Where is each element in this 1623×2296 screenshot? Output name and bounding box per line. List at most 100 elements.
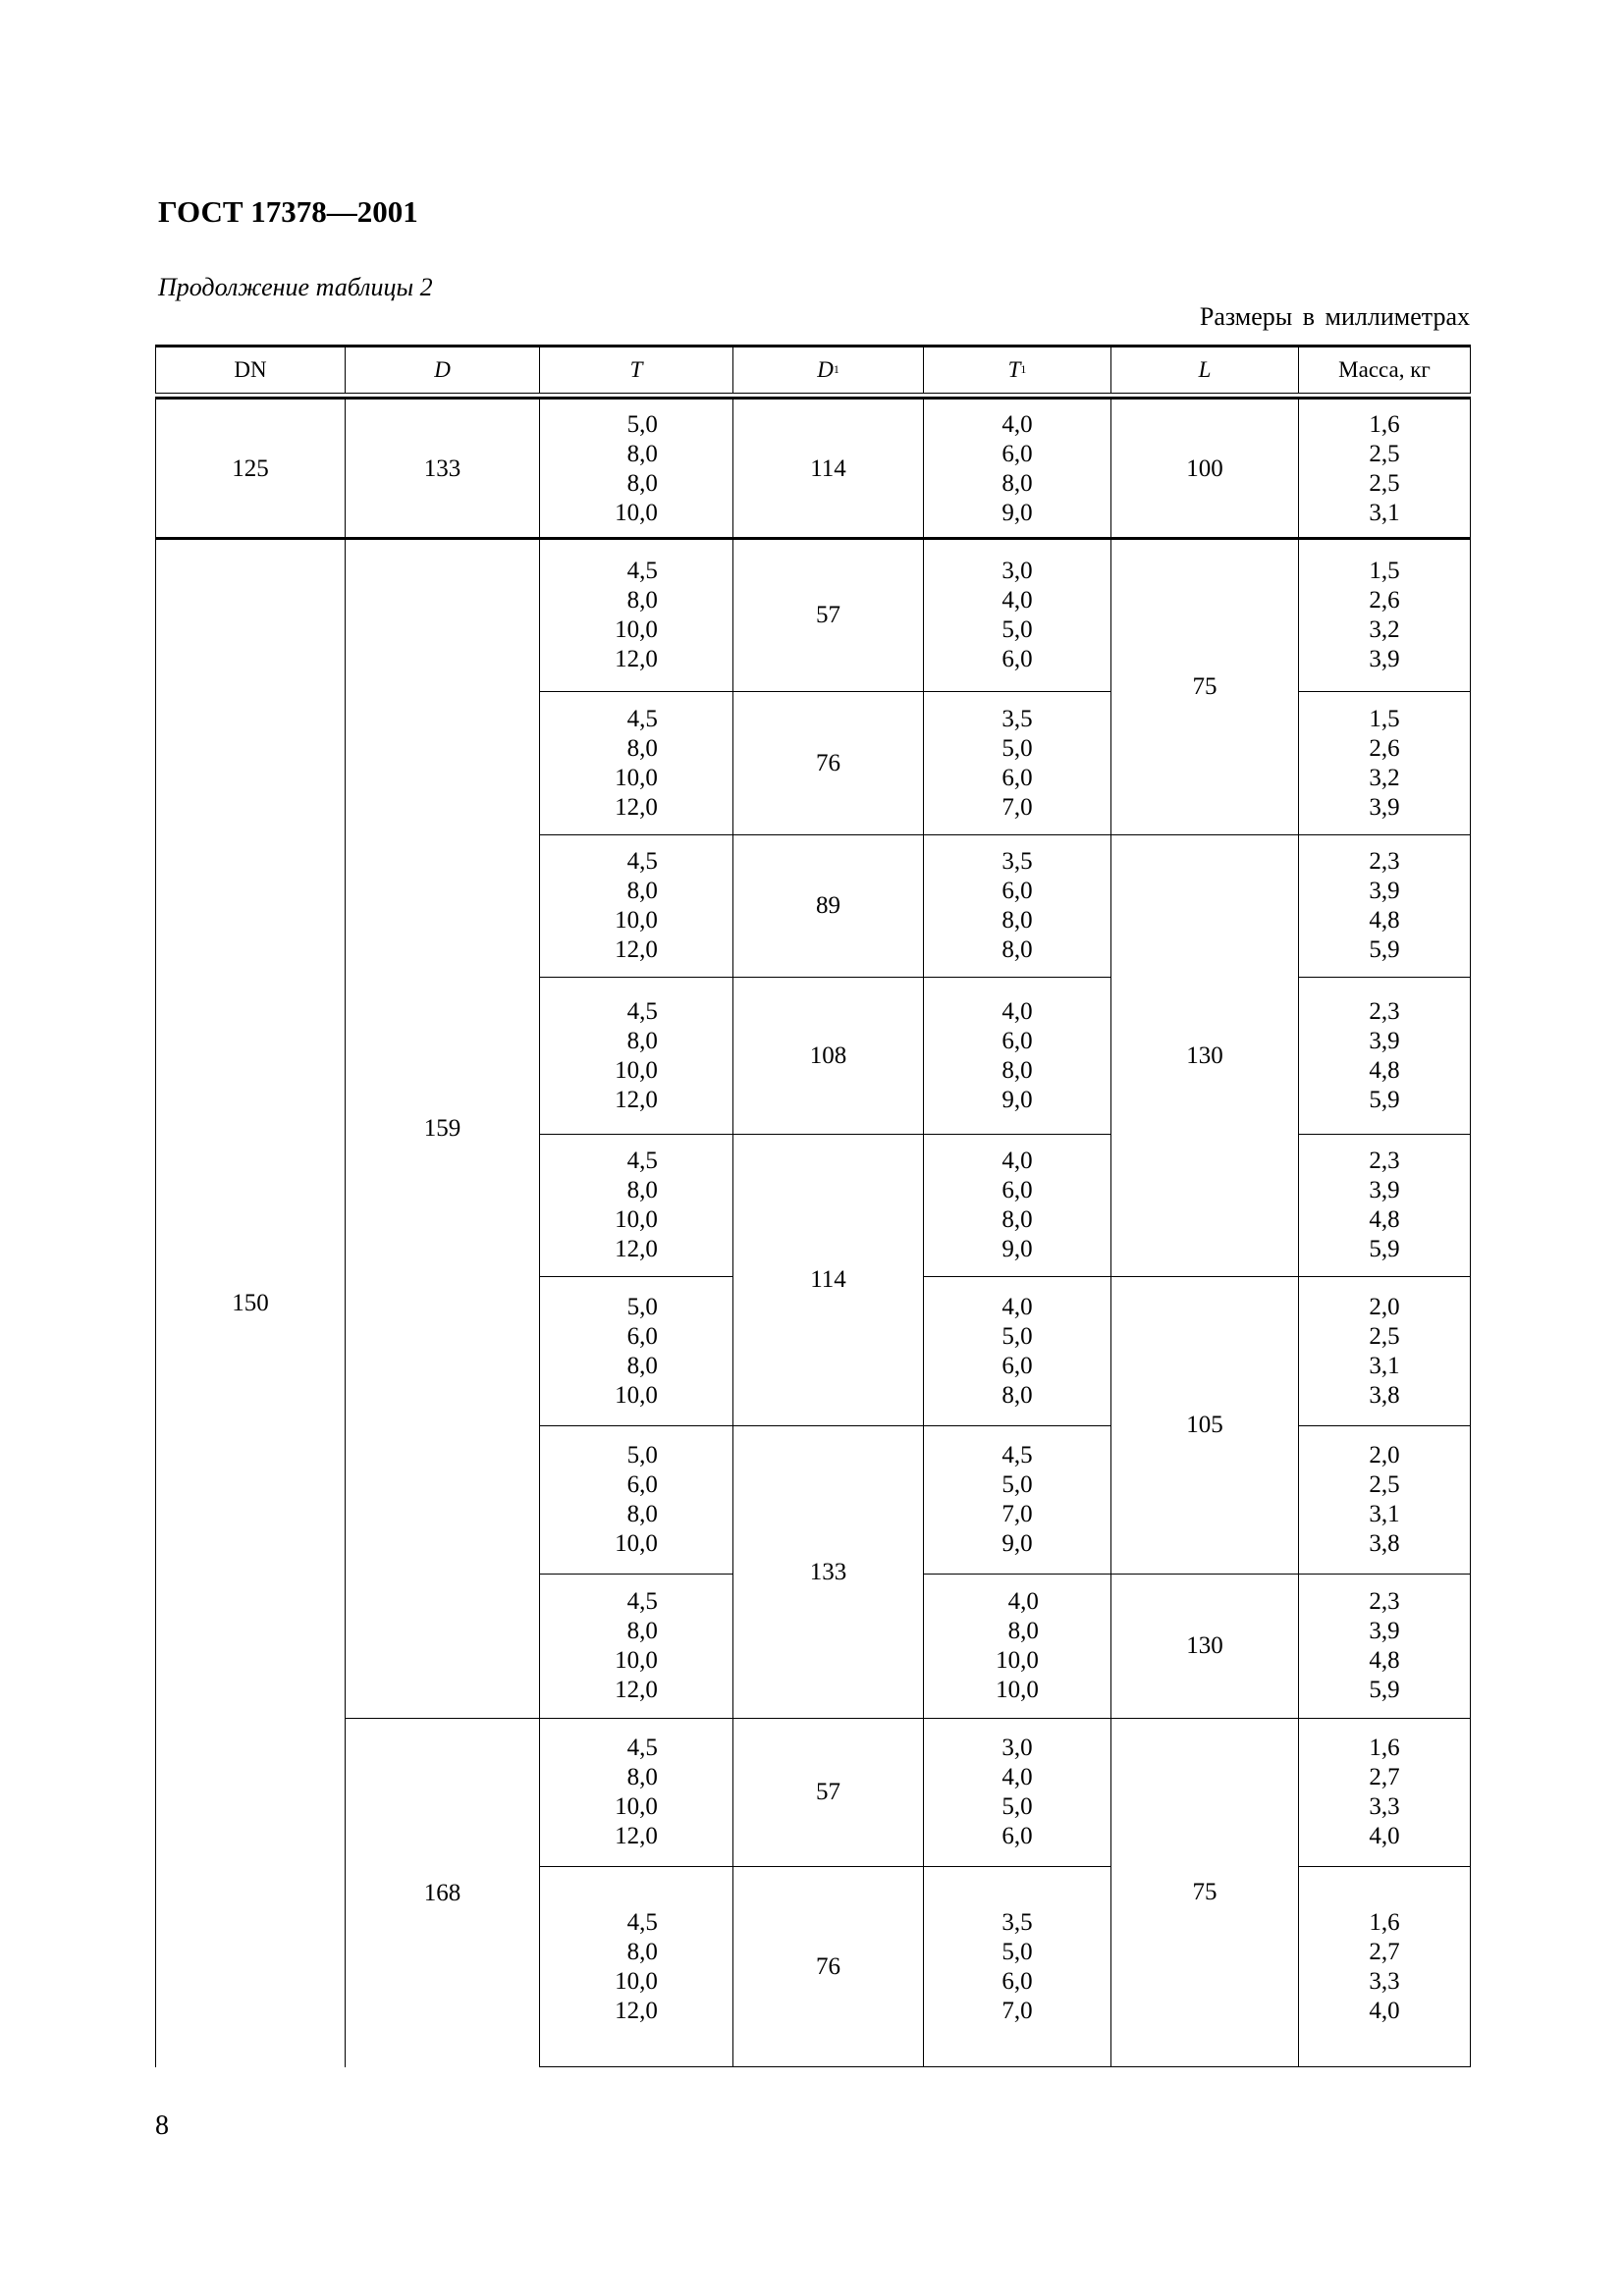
cell-value: 3,1 bbox=[1369, 499, 1400, 526]
cell-value: 2,3 bbox=[1369, 848, 1400, 875]
cell-value: 8,0 bbox=[626, 1501, 658, 1527]
cell-value: 10,0 bbox=[615, 499, 658, 526]
header-subscript: 1 bbox=[833, 362, 839, 376]
cell-value: 9,0 bbox=[1001, 499, 1033, 526]
cell-value: 4,0 bbox=[1001, 1293, 1033, 1320]
cell-value: 8,0 bbox=[626, 734, 658, 762]
cell-value: 3,2 bbox=[1369, 764, 1400, 791]
cell-mass: 2,3 3,9 4,8 5,9 bbox=[1298, 1574, 1471, 1719]
cell-value: 2,5 bbox=[1369, 440, 1400, 467]
cell-t: 4,5 8,0 10,0 12,0 bbox=[539, 691, 733, 835]
page-number: 8 bbox=[155, 2110, 169, 2141]
cell-t1: 4,5 5,0 7,0 9,0 bbox=[923, 1425, 1111, 1575]
cell-values: 1,6 2,5 2,5 3,1 bbox=[1369, 410, 1399, 528]
cell-value: 3,0 bbox=[1001, 557, 1033, 584]
cell-value: 8,0 bbox=[1001, 1056, 1033, 1084]
cell-mass: 2,0 2,5 3,1 3,8 bbox=[1298, 1425, 1471, 1575]
header-label: D bbox=[434, 356, 451, 382]
cell-value: 5,0 bbox=[626, 1442, 658, 1468]
cell-t: 4,5 8,0 10,0 12,0 bbox=[539, 1718, 733, 1867]
cell-value: 12,0 bbox=[615, 1086, 658, 1113]
cell-t1: 4,0 6,0 8,0 9,0 bbox=[923, 399, 1111, 539]
cell-value: 12,0 bbox=[615, 793, 658, 821]
cell-value: 2,3 bbox=[1369, 1588, 1400, 1615]
cell-value: 12,0 bbox=[615, 1677, 658, 1703]
cell-value: 159 bbox=[423, 1114, 461, 1142]
cell-values: 5,0 6,0 8,0 10,0 bbox=[615, 1441, 658, 1559]
cell-d1: 57 bbox=[732, 1718, 924, 1867]
cell-value: 4,5 bbox=[626, 1908, 658, 1936]
cell-mass: 1,5 2,6 3,2 3,9 bbox=[1298, 691, 1471, 835]
cell-values: 4,5 8,0 10,0 12,0 bbox=[615, 847, 658, 965]
cell-value: 5,0 bbox=[626, 410, 658, 438]
cell-mass: 1,6 2,7 3,3 4,0 bbox=[1298, 1718, 1471, 1867]
cell-value: 6,0 bbox=[1001, 645, 1033, 672]
cell-values: 2,3 3,9 4,8 5,9 bbox=[1369, 847, 1399, 965]
cell-mass: 1,6 2,7 3,3 4,0 bbox=[1298, 1866, 1471, 2067]
cell-value: 3,9 bbox=[1369, 878, 1400, 904]
cell-value: 8,0 bbox=[626, 1177, 658, 1203]
cell-value: 2,0 bbox=[1369, 1293, 1400, 1320]
cell-values: 3,5 5,0 6,0 7,0 bbox=[1001, 1908, 1032, 2026]
cell-t: 4,5 8,0 10,0 12,0 bbox=[539, 1134, 733, 1277]
cell-value: 2,0 bbox=[1369, 1442, 1400, 1468]
cell-value: 10,0 bbox=[615, 1530, 658, 1557]
cell-t1: 4,0 5,0 6,0 8,0 bbox=[923, 1276, 1111, 1426]
cell-value: 3,9 bbox=[1369, 645, 1400, 672]
cell-value: 1,6 bbox=[1369, 1908, 1400, 1936]
cell-t1: 3,5 6,0 8,0 8,0 bbox=[923, 834, 1111, 978]
cell-values: 4,5 8,0 10,0 12,0 bbox=[615, 557, 658, 674]
cell-values: 5,0 6,0 8,0 10,0 bbox=[615, 1293, 658, 1411]
cell-value: 100 bbox=[1186, 454, 1223, 482]
cell-t1: 4,0 8,0 10,0 10,0 bbox=[923, 1574, 1111, 1719]
cell-value: 3,0 bbox=[1001, 1735, 1033, 1761]
cell-value: 4,5 bbox=[626, 997, 658, 1025]
cell-value: 2,5 bbox=[1369, 1471, 1400, 1498]
cell-value: 6,0 bbox=[626, 1322, 658, 1350]
cell-value: 8,0 bbox=[1001, 936, 1033, 963]
cell-dn: 125 bbox=[155, 399, 346, 539]
cell-value: 3,9 bbox=[1369, 1618, 1400, 1644]
cell-value: 2,6 bbox=[1369, 734, 1400, 762]
cell-value: 6,0 bbox=[1001, 1352, 1033, 1379]
cell-value: 4,0 bbox=[1369, 1997, 1400, 2024]
cell-value: 5,9 bbox=[1369, 1677, 1400, 1703]
cell-value: 10,0 bbox=[615, 1381, 658, 1409]
cell-t1: 3,5 5,0 6,0 7,0 bbox=[923, 1866, 1111, 2067]
cell-value: 4,0 bbox=[1001, 1148, 1033, 1174]
cell-t: 5,0 8,0 8,0 10,0 bbox=[539, 399, 733, 539]
cell-l: 75 bbox=[1110, 538, 1299, 835]
table-caption: Продолжение таблицы 2 bbox=[158, 273, 433, 301]
cell-value: 3,9 bbox=[1369, 793, 1400, 821]
cell-value: 8,0 bbox=[1001, 1381, 1033, 1409]
cell-values: 2,3 3,9 4,8 5,9 bbox=[1369, 1147, 1399, 1264]
header-t: T bbox=[539, 346, 733, 394]
cell-value: 3,5 bbox=[1001, 705, 1033, 732]
cell-value: 4,0 bbox=[1007, 1588, 1039, 1615]
cell-values: 4,0 6,0 8,0 9,0 bbox=[1001, 997, 1032, 1115]
cell-t: 4,5 8,0 10,0 12,0 bbox=[539, 1866, 733, 2067]
cell-value: 10,0 bbox=[615, 615, 658, 643]
cell-value: 4,5 bbox=[1001, 1442, 1033, 1468]
cell-value: 6,0 bbox=[1001, 1823, 1033, 1849]
cell-values: 2,3 3,9 4,8 5,9 bbox=[1369, 1587, 1399, 1705]
cell-value: 2,7 bbox=[1369, 1938, 1400, 1965]
cell-d1: 76 bbox=[732, 1866, 924, 2067]
cell-values: 4,5 8,0 10,0 12,0 bbox=[615, 997, 658, 1115]
cell-t: 5,0 6,0 8,0 10,0 bbox=[539, 1276, 733, 1426]
cell-value: 150 bbox=[232, 1289, 269, 1316]
cell-t1: 4,0 6,0 8,0 9,0 bbox=[923, 977, 1111, 1135]
cell-value: 4,0 bbox=[1001, 997, 1033, 1025]
cell-d1: 133 bbox=[732, 1425, 924, 1719]
cell-t1: 3,5 5,0 6,0 7,0 bbox=[923, 691, 1111, 835]
cell-d1: 57 bbox=[732, 538, 924, 692]
cell-value: 9,0 bbox=[1001, 1086, 1033, 1113]
cell-value: 5,9 bbox=[1369, 936, 1400, 963]
cell-mass: 2,3 3,9 4,8 5,9 bbox=[1298, 834, 1471, 978]
cell-value: 8,0 bbox=[626, 1618, 658, 1644]
cell-values: 4,5 8,0 10,0 12,0 bbox=[615, 1147, 658, 1264]
header-label: T bbox=[1007, 356, 1021, 382]
cell-value: 57 bbox=[816, 1779, 840, 1805]
